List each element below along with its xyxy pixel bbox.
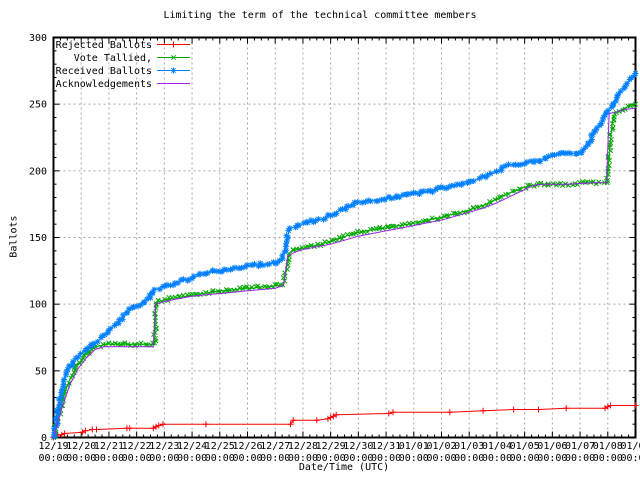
svg-text:01/05: 01/05 [510, 441, 540, 452]
svg-text:00:00: 00:00 [343, 453, 373, 464]
svg-text:00:00: 00:00 [205, 453, 235, 464]
svg-text:300: 300 [29, 33, 47, 44]
axis-ticks [53, 37, 636, 438]
svg-text:50: 50 [35, 366, 47, 377]
svg-text:00:00: 00:00 [316, 453, 346, 464]
svg-text:12/19: 12/19 [38, 441, 68, 452]
svg-text:12/20: 12/20 [66, 441, 96, 452]
svg-text:12/28: 12/28 [288, 441, 318, 452]
svg-text:00:00: 00:00 [38, 453, 68, 464]
svg-text:00:00: 00:00 [426, 453, 456, 464]
svg-text:00:00: 00:00 [510, 453, 540, 464]
svg-text:12/26: 12/26 [232, 441, 262, 452]
svg-text:01/01: 01/01 [399, 441, 429, 452]
svg-text:0: 0 [41, 433, 47, 444]
svg-text:12/21: 12/21 [94, 441, 124, 452]
legend-item-vote-tallied: Vote Tallied, [74, 53, 190, 64]
svg-text:12/23: 12/23 [149, 441, 179, 452]
svg-text:Received Ballots: Received Ballots [56, 66, 152, 77]
svg-text:12/30: 12/30 [343, 441, 373, 452]
svg-text:12/29: 12/29 [316, 441, 346, 452]
y-axis-label: Ballots [8, 215, 20, 258]
svg-text:00:00: 00:00 [149, 453, 179, 464]
svg-text:01/04: 01/04 [482, 441, 512, 452]
svg-text:00:00: 00:00 [122, 453, 152, 464]
svg-text:01/06: 01/06 [537, 441, 567, 452]
svg-text:00:00: 00:00 [565, 453, 595, 464]
svg-text:00:00: 00:00 [399, 453, 429, 464]
svg-text:Vote Tallied,: Vote Tallied, [74, 53, 152, 64]
svg-text:12/27: 12/27 [260, 441, 290, 452]
svg-text:00:00: 00:00 [260, 453, 290, 464]
svg-text:150: 150 [29, 233, 47, 244]
legend-item-rejected-ballots: Rejected Ballots [56, 40, 190, 51]
series-acknowledgements [53, 107, 636, 438]
svg-text:01/07: 01/07 [565, 441, 595, 452]
svg-text:00:00: 00:00 [177, 453, 207, 464]
svg-text:100: 100 [29, 300, 47, 311]
chart-title: Limiting the term of the technical commi… [163, 10, 477, 21]
series-vote-tallied [51, 101, 639, 441]
svg-text:250: 250 [29, 100, 47, 111]
legend: Rejected Ballots Vote Tallied, Received Ba… [56, 40, 190, 90]
svg-text:00:00: 00:00 [66, 453, 96, 464]
series-received-ballots [50, 70, 639, 440]
svg-text:01/08: 01/08 [593, 441, 623, 452]
y-tick-labels: 0 50 100 150 200 250 300 [29, 33, 47, 444]
svg-text:00:00: 00:00 [454, 453, 484, 464]
svg-text:00:00: 00:00 [482, 453, 512, 464]
grid [53, 37, 636, 438]
svg-text:12/24: 12/24 [177, 441, 207, 452]
svg-text:12/22: 12/22 [122, 441, 152, 452]
svg-text:00:00: 00:00 [620, 453, 640, 464]
svg-text:00:00: 00:00 [593, 453, 623, 464]
svg-text:00:00: 00:00 [94, 453, 124, 464]
svg-text:01/02: 01/02 [426, 441, 456, 452]
svg-text:00:00: 00:00 [232, 453, 262, 464]
svg-text:01/09: 01/09 [620, 441, 640, 452]
svg-text:00:00: 00:00 [371, 453, 401, 464]
svg-text:12/25: 12/25 [205, 441, 235, 452]
svg-text:12/31: 12/31 [371, 441, 401, 452]
svg-text:01/03: 01/03 [454, 441, 484, 452]
svg-text:200: 200 [29, 166, 47, 177]
svg-text:00:00: 00:00 [288, 453, 318, 464]
x-tick-labels: 12/1900:0012/2000:0012/2100:0012/2200:00… [38, 441, 640, 464]
x-axis-label: Date/Time (UTC) [298, 462, 390, 473]
legend-item-received-ballots: Received Ballots [56, 66, 190, 77]
svg-text:00:00: 00:00 [537, 453, 567, 464]
svg-text:Rejected Ballots: Rejected Ballots [56, 40, 152, 51]
svg-text:Acknowledgements: Acknowledgements [56, 79, 152, 90]
legend-item-acknowledgements: Acknowledgements [56, 79, 190, 90]
